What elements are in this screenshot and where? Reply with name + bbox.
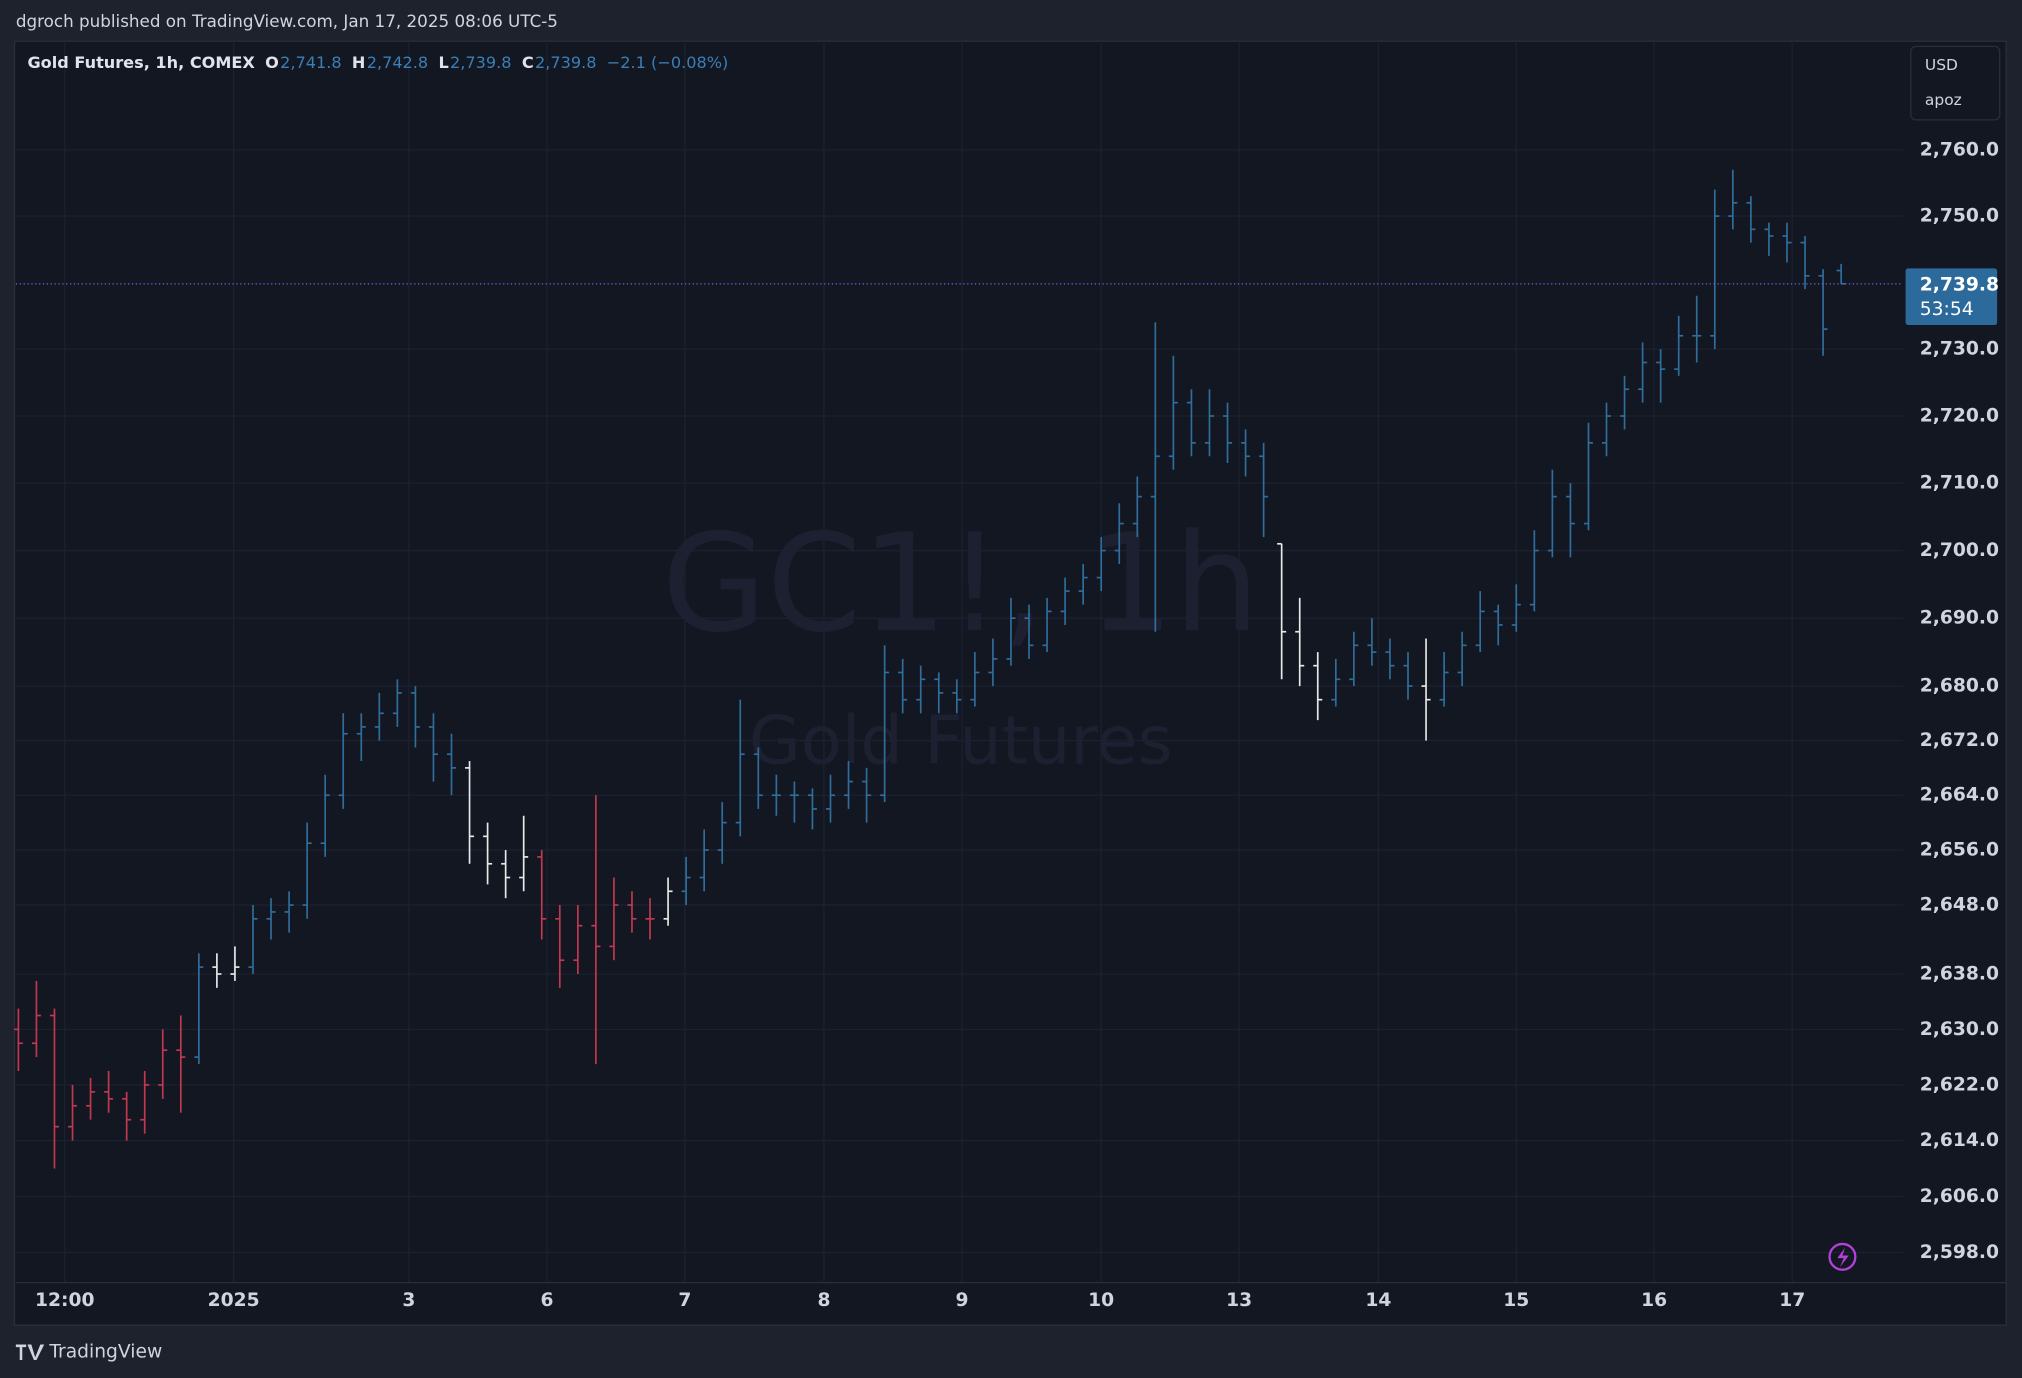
y-tick-label: 2,750.0	[1920, 206, 1999, 227]
footer-brand: TradingView	[48, 1342, 162, 1363]
legend-letter: O	[265, 53, 279, 72]
x-tick-label: 2025	[208, 1290, 260, 1311]
published-header: dgroch published on TradingView.com, Jan…	[16, 11, 558, 31]
y-tick-label: 2,656.0	[1920, 840, 1999, 861]
y-tick-label: 2,672.0	[1920, 730, 1999, 751]
price-tag-countdown: 53:54	[1920, 299, 1974, 320]
indicator-name: apoz	[1925, 91, 1962, 109]
x-tick-label: 8	[817, 1290, 830, 1311]
x-tick-label: 3	[402, 1290, 415, 1311]
y-tick-label: 2,710.0	[1920, 473, 1999, 494]
grid	[15, 41, 1904, 1283]
legend-value: 2,741.8	[280, 53, 342, 72]
y-tick-label: 2,648.0	[1920, 895, 1999, 916]
y-tick-label: 2,720.0	[1920, 406, 1999, 427]
y-tick-label: 2,622.0	[1920, 1074, 1999, 1095]
watermark-subtitle: Gold Futures	[749, 702, 1173, 780]
legend-change: −2.1 (−0.08%)	[607, 53, 728, 72]
alert-icon[interactable]	[1828, 1242, 1857, 1271]
legend-letter: C	[522, 53, 534, 72]
watermark: GC1!, 1h	[662, 504, 1260, 662]
alert-bolt	[1837, 1247, 1849, 1268]
bars	[13, 169, 1846, 1169]
x-tick-label: 9	[956, 1290, 969, 1311]
x-tick-label: 12:00	[35, 1290, 94, 1311]
legend-value: 2,742.8	[367, 53, 428, 72]
y-tick-label: 2,598.0	[1920, 1242, 1999, 1263]
y-tick-label: 2,638.0	[1920, 964, 1999, 985]
legend-value: 2,739.8	[535, 53, 597, 72]
x-tick-label: 6	[540, 1290, 553, 1311]
x-tick-label: 13	[1226, 1290, 1252, 1311]
y-tick-label: 2,690.0	[1920, 608, 1999, 629]
price-tag	[1905, 268, 1998, 326]
y-tick-label: 2,730.0	[1920, 339, 1999, 360]
chart-panel	[13, 40, 2007, 1326]
currency: USD	[1925, 56, 1958, 74]
legend-letter: L	[439, 53, 449, 72]
legend-letter: H	[352, 53, 365, 72]
y-tick-label: 2,614.0	[1920, 1130, 1999, 1151]
y-tick-label: 2,760.0	[1920, 139, 1999, 160]
x-tick-label: 15	[1503, 1290, 1529, 1311]
x-tick-label: 16	[1641, 1290, 1667, 1311]
x-tick-label: 7	[678, 1290, 691, 1311]
x-tick-label: 17	[1779, 1290, 1805, 1311]
currency-box[interactable]	[1910, 45, 2001, 121]
y-tick-label: 2,700.0	[1920, 540, 1999, 561]
legend: Gold Futures, 1h, COMEX O2,741.8 H2,742.8 L…	[27, 53, 728, 72]
y-tick-label: 2,606.0	[1920, 1186, 1999, 1207]
price-tag-value: 2,739.8	[1920, 275, 1999, 296]
y-tick-label: 2,664.0	[1920, 785, 1999, 806]
x-tick-label: 14	[1365, 1290, 1391, 1311]
axes: 2,760.0 2,750.0 2,730.0 2,720.0 2,710.0 2,700…	[15, 139, 2007, 1311]
y-tick-label: 2,630.0	[1920, 1019, 1999, 1040]
x-tick-label: 10	[1088, 1290, 1114, 1311]
legend-symbol: Gold Futures, 1h, COMEX	[27, 53, 255, 72]
legend-value: 2,739.8	[450, 53, 512, 72]
tv-logo	[15, 1344, 45, 1360]
y-tick-label: 2,680.0	[1920, 676, 1999, 697]
